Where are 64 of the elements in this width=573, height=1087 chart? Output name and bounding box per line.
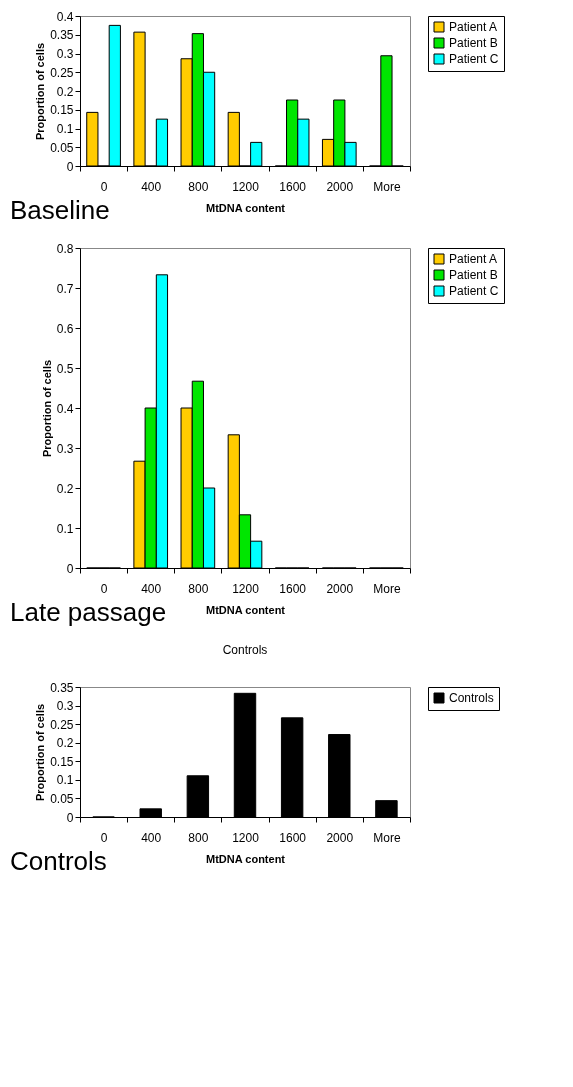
y-tick-label: 0.15 bbox=[50, 754, 74, 769]
y-tick-label: 0 bbox=[66, 159, 74, 174]
y-tick-label: 0.2 bbox=[56, 736, 74, 751]
x-tick-label: 2000 bbox=[326, 830, 354, 845]
text: Baseline bbox=[10, 195, 110, 225]
x-tick-label: 0 bbox=[100, 581, 108, 596]
y-tick-label: 0.1 bbox=[56, 122, 74, 136]
x-tick-label: More bbox=[373, 830, 401, 845]
y-tick-label: 0.3 bbox=[56, 47, 74, 61]
legend-label: Controls bbox=[449, 691, 494, 705]
x-axis-title: MtDNA content bbox=[205, 852, 286, 865]
y-tick-label: 0.7 bbox=[56, 281, 74, 296]
y-tick-label: 0.35 bbox=[50, 28, 74, 43]
y-tick-label: 0.25 bbox=[50, 717, 74, 732]
legend-label: Patient A bbox=[449, 20, 498, 34]
x-tick-label: 1600 bbox=[279, 830, 307, 845]
legend-label: Patient C bbox=[449, 284, 499, 298]
x-tick-label: 400 bbox=[141, 581, 162, 596]
y-tick-label: 0.2 bbox=[56, 84, 74, 99]
legend-label: Patient A bbox=[449, 252, 498, 266]
x-tick-label: More bbox=[373, 179, 401, 194]
x-tick-label: 800 bbox=[188, 581, 209, 596]
y-axis-title: Proportion of cells bbox=[34, 42, 47, 141]
y-tick-label: 0.8 bbox=[56, 241, 74, 256]
x-tick-label: 1200 bbox=[232, 830, 260, 845]
y-axis-title: Proportion of cells bbox=[40, 359, 53, 458]
legend-label: Patient B bbox=[449, 268, 498, 282]
y-tick-label: 0.25 bbox=[50, 65, 74, 80]
x-tick-label: 800 bbox=[188, 830, 209, 845]
x-tick-label: 800 bbox=[188, 179, 209, 194]
y-tick-label: 0.05 bbox=[50, 791, 74, 806]
y-tick-label: 0.15 bbox=[50, 103, 74, 118]
legend-label: Patient C bbox=[449, 52, 499, 66]
y-tick-label: 0.3 bbox=[56, 699, 74, 714]
x-axis-title: MtDNA content bbox=[205, 603, 286, 616]
x-tick-label: 2000 bbox=[326, 179, 354, 194]
x-tick-label: 400 bbox=[141, 830, 162, 845]
y-tick-label: 0.2 bbox=[56, 481, 74, 496]
x-tick-label: 400 bbox=[141, 179, 162, 194]
chart-title: Controls bbox=[222, 643, 268, 657]
y-tick-label: 0.05 bbox=[50, 140, 74, 155]
y-tick-label: 0.4 bbox=[56, 401, 74, 416]
x-axis-title: MtDNA content bbox=[205, 201, 286, 214]
y-tick-label: 0.35 bbox=[50, 680, 74, 695]
text: Late passage bbox=[10, 597, 167, 627]
x-tick-label: 2000 bbox=[326, 581, 354, 596]
x-tick-label: 1600 bbox=[279, 179, 307, 194]
x-tick-label: 0 bbox=[100, 179, 108, 194]
y-tick-label: 0 bbox=[66, 810, 74, 825]
y-tick-label: 0.1 bbox=[56, 773, 74, 788]
y-axis-title: Proportion of cells bbox=[34, 703, 47, 802]
y-tick-label: 0.3 bbox=[56, 441, 74, 456]
y-tick-label: 0.4 bbox=[56, 9, 74, 24]
y-tick-label: 0 bbox=[66, 561, 74, 576]
y-tick-label: 0.1 bbox=[56, 521, 74, 536]
x-tick-label: 1200 bbox=[232, 179, 260, 194]
x-tick-label: More bbox=[373, 581, 401, 596]
y-tick-label: 0.6 bbox=[56, 321, 74, 336]
x-tick-label: 1200 bbox=[232, 581, 260, 596]
text: Controls bbox=[10, 846, 107, 876]
legend-label: Patient B bbox=[449, 36, 498, 50]
y-tick-label: 0.5 bbox=[56, 361, 74, 376]
x-tick-label: 0 bbox=[100, 830, 108, 845]
x-tick-label: 1600 bbox=[279, 581, 307, 596]
